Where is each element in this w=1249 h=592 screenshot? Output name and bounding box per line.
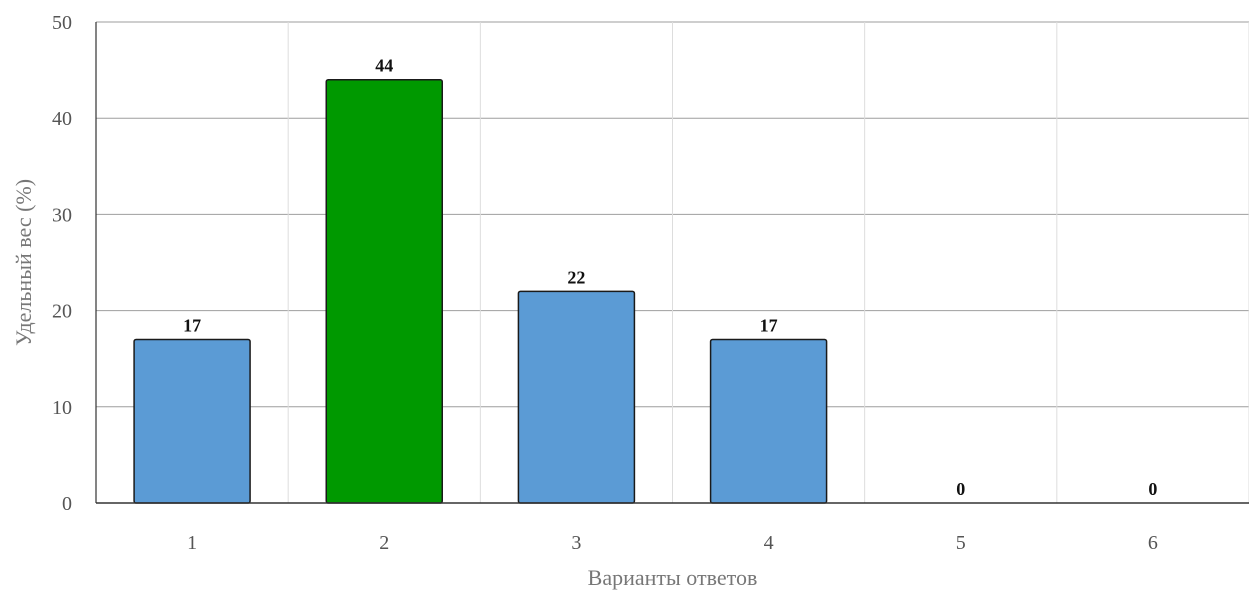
data-label-3: 22	[567, 267, 585, 287]
data-labels: 17 44 22 17 0 0	[183, 56, 1157, 499]
bar-4	[709, 338, 828, 504]
data-label-5: 0	[956, 479, 965, 499]
y-tick-label: 10	[52, 397, 72, 419]
y-axis-title: Удельный вес (%)	[11, 179, 36, 346]
grid-lines	[95, 21, 1249, 503]
data-label-4: 17	[760, 315, 778, 335]
x-tick-label: 1	[187, 532, 197, 554]
data-label-2: 44	[375, 56, 393, 76]
bar-1	[133, 338, 251, 504]
bar-2	[325, 78, 443, 504]
x-axis-title: Варианты ответов	[588, 565, 758, 590]
x-tick-label: 6	[1148, 532, 1158, 554]
x-tick-label: 2	[379, 532, 389, 554]
y-tick-label: 40	[52, 108, 72, 130]
tick-labels: 0 10 20 30 40 50 1 2 3 4 5 6	[52, 12, 1158, 554]
data-label-6: 0	[1148, 479, 1157, 499]
y-tick-label: 20	[52, 301, 72, 323]
y-tick-label: 50	[52, 12, 72, 34]
x-tick-label: 5	[956, 532, 966, 554]
x-tick-label: 4	[764, 532, 774, 554]
data-label-1: 17	[183, 315, 201, 335]
x-tick-label: 3	[571, 532, 581, 554]
axes	[95, 22, 1249, 504]
y-tick-label: 30	[52, 204, 72, 226]
y-tick-label: 0	[62, 493, 72, 515]
bar-3	[517, 290, 636, 504]
